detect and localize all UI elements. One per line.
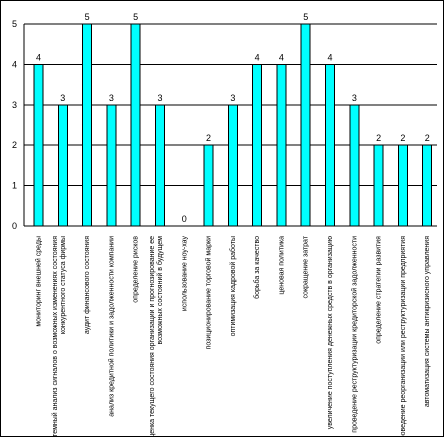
data-label-11: 4 <box>279 52 284 62</box>
y-tick-label: 5 <box>12 19 17 29</box>
bar-15 <box>373 144 384 227</box>
category-label-5: определение рисков <box>133 236 140 303</box>
data-label-3: 5 <box>85 12 90 22</box>
category-label-17: автоматизация системы антикризисного упр… <box>424 236 431 407</box>
data-label-15: 2 <box>376 133 381 143</box>
data-label-13: 4 <box>328 52 333 62</box>
category-label-10: борьба за качество <box>253 236 261 299</box>
data-label-7: 0 <box>182 214 187 224</box>
category-label-6: оценка текущего состояния организации и … <box>149 236 164 437</box>
category-label-13: увеличение поступления денежных средств … <box>327 236 334 429</box>
bar-16 <box>397 144 408 227</box>
category-label-3: аудит финансового состояния <box>84 236 91 334</box>
data-label-4: 3 <box>109 93 114 103</box>
bar-2 <box>57 104 68 227</box>
data-label-10: 4 <box>255 52 260 62</box>
data-label-14: 3 <box>352 93 357 103</box>
bar-4 <box>106 104 117 227</box>
category-label-9: оптимизация кадровой работы <box>229 236 237 336</box>
y-tick-label: 0 <box>12 221 17 231</box>
y-tick-label: 1 <box>12 181 17 191</box>
data-label-1: 4 <box>36 52 41 62</box>
bar-17 <box>422 144 433 227</box>
data-label-9: 3 <box>230 93 235 103</box>
bar-3 <box>82 23 93 227</box>
bar-11 <box>276 63 287 227</box>
category-label-4: анализ кредитной политики и задолженност… <box>107 236 115 417</box>
category-label-14: проведение реструктуризации кредиторской… <box>350 236 358 433</box>
y-tick-label: 3 <box>12 100 17 110</box>
category-label-12: сокращение затрат <box>303 235 310 298</box>
bar-12 <box>300 23 311 227</box>
bar-6 <box>154 104 165 227</box>
bar-10 <box>252 63 263 227</box>
category-label-11: ценовая политика <box>278 236 285 295</box>
data-label-16: 2 <box>400 133 405 143</box>
data-label-17: 2 <box>425 133 430 143</box>
bar-8 <box>203 144 214 227</box>
y-tick-label: 4 <box>12 59 17 69</box>
data-label-6: 3 <box>157 93 162 103</box>
bar-1 <box>33 63 44 227</box>
category-label-16: проведение реорганизации или реструктури… <box>400 236 407 437</box>
bar-13 <box>325 63 336 227</box>
category-label-1: мониторинг внешней среды <box>35 236 43 327</box>
category-label-2: системный анализ сигналов о возможных из… <box>51 236 67 437</box>
category-label-7: использование ноу-хау <box>181 236 188 312</box>
category-label-8: позиционирование торговой марки <box>205 236 213 350</box>
bar-5 <box>130 23 141 227</box>
data-label-8: 2 <box>206 133 211 143</box>
data-label-12: 5 <box>303 12 308 22</box>
category-label-15: определение стратегии развития <box>376 236 383 344</box>
data-label-5: 5 <box>133 12 138 22</box>
bar-14 <box>349 104 360 227</box>
y-tick-label: 2 <box>12 140 17 150</box>
bar-9 <box>227 104 238 227</box>
data-label-2: 3 <box>60 93 65 103</box>
